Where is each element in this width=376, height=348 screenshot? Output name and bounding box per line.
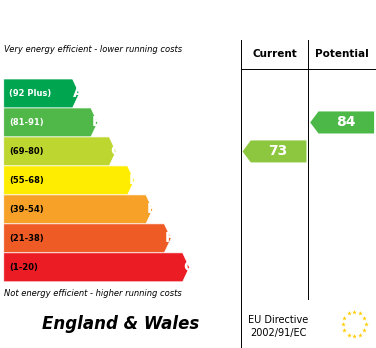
Text: Not energy efficient - higher running costs: Not energy efficient - higher running co… (4, 289, 182, 298)
Polygon shape (4, 253, 190, 282)
Polygon shape (4, 224, 171, 253)
Text: (69-80): (69-80) (9, 147, 44, 156)
Text: EU Directive: EU Directive (248, 315, 308, 325)
Text: D: D (128, 173, 140, 188)
Text: 73: 73 (268, 144, 288, 158)
Text: G: G (183, 260, 195, 274)
Polygon shape (4, 166, 134, 195)
Text: Current: Current (252, 49, 297, 59)
Text: Very energy efficient - lower running costs: Very energy efficient - lower running co… (4, 45, 182, 54)
Text: 84: 84 (336, 116, 356, 129)
Text: E: E (147, 203, 156, 216)
Text: (92 Plus): (92 Plus) (9, 89, 52, 98)
Text: (55-68): (55-68) (9, 176, 44, 185)
Polygon shape (4, 108, 98, 137)
Polygon shape (4, 137, 116, 166)
Text: C: C (110, 144, 120, 158)
Polygon shape (310, 111, 374, 134)
Text: Energy Efficiency Rating: Energy Efficiency Rating (15, 11, 262, 29)
Text: A: A (73, 87, 84, 101)
Text: (1-20): (1-20) (9, 263, 38, 272)
Text: B: B (92, 116, 102, 129)
Polygon shape (4, 195, 153, 224)
Text: England & Wales: England & Wales (42, 315, 199, 333)
Text: 2002/91/EC: 2002/91/EC (250, 327, 306, 338)
Text: (81-91): (81-91) (9, 118, 44, 127)
Text: (21-38): (21-38) (9, 234, 44, 243)
Text: (39-54): (39-54) (9, 205, 44, 214)
Text: F: F (165, 231, 174, 245)
Polygon shape (243, 141, 306, 163)
Text: Potential: Potential (315, 49, 369, 59)
Polygon shape (4, 79, 79, 108)
